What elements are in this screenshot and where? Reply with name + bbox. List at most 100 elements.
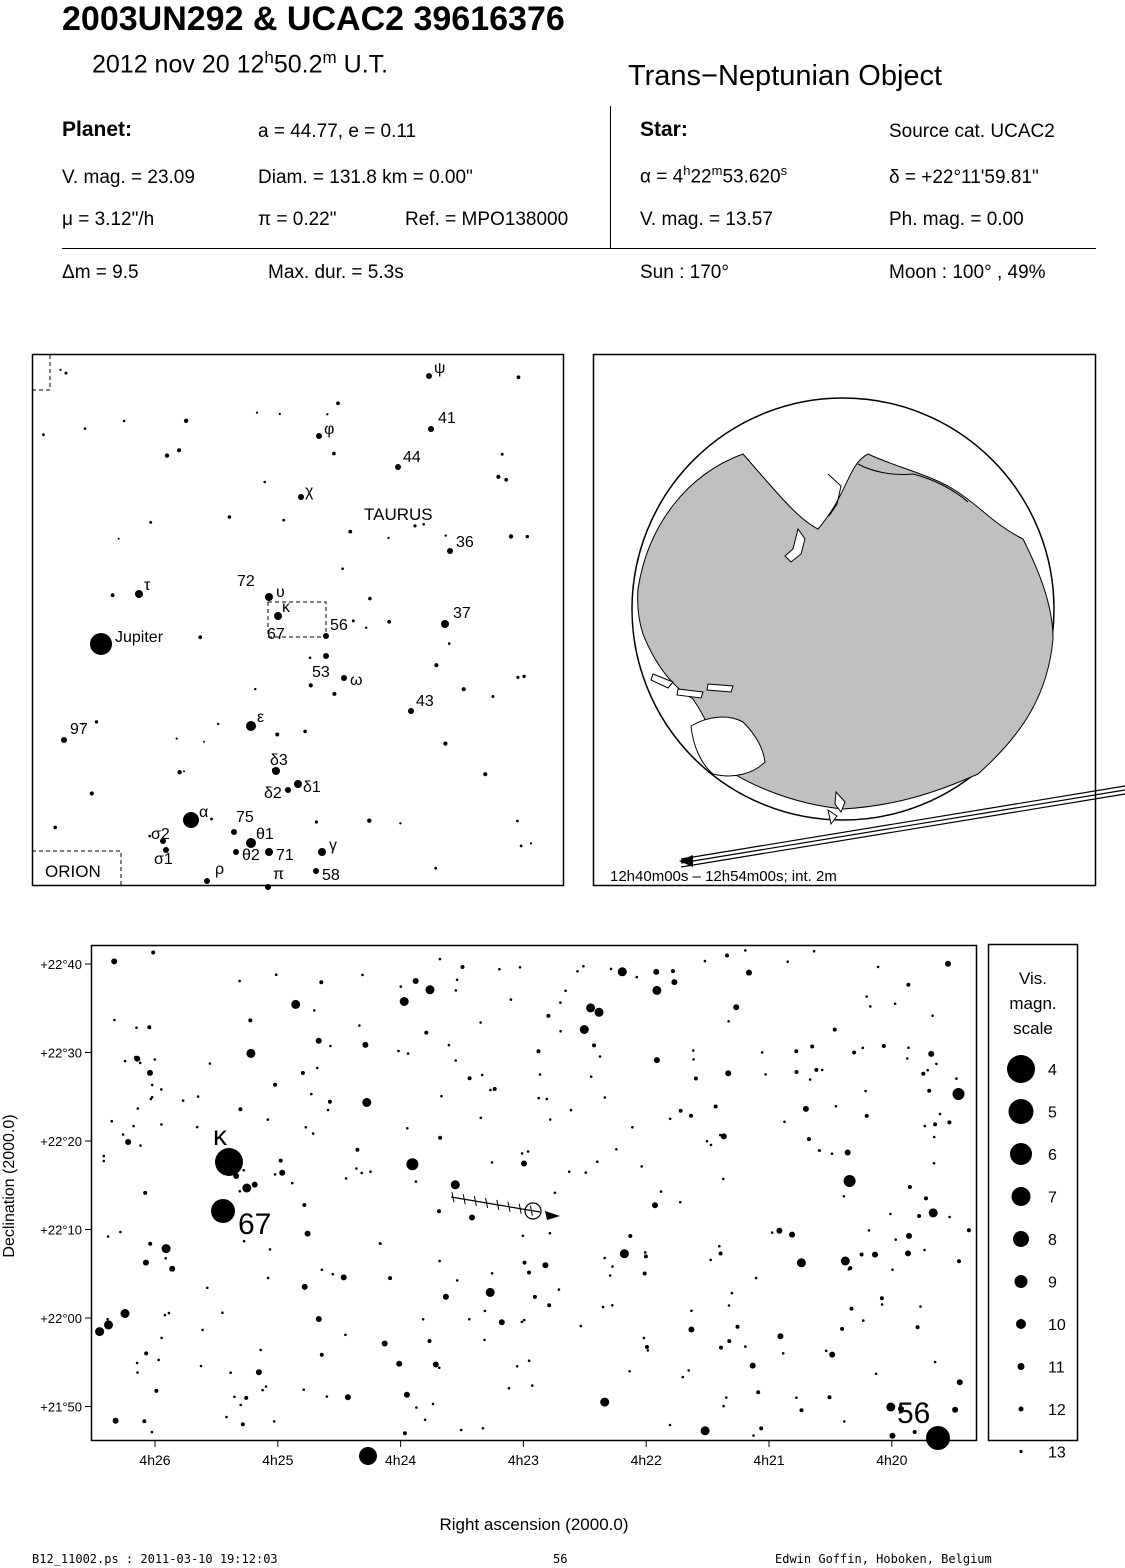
field-star	[388, 1276, 393, 1281]
track-tick	[496, 1199, 500, 1210]
field-star	[864, 1089, 867, 1093]
planet-vmag: V. mag. = 23.09	[62, 167, 195, 188]
indonesia-islands	[650, 673, 734, 699]
field-star	[874, 1372, 878, 1376]
field-star	[615, 1148, 618, 1151]
star-dec: δ = +22°11'59.81"	[889, 167, 1039, 188]
finder-star	[274, 612, 282, 620]
field-star	[546, 1013, 551, 1018]
finder-faint-star	[177, 770, 182, 775]
field-star	[678, 1108, 683, 1113]
field-star	[521, 1234, 525, 1238]
field-star	[536, 1049, 541, 1054]
field-star	[266, 1276, 270, 1280]
star-ra-seconds: 53.620	[722, 166, 781, 188]
field-star	[160, 1336, 163, 1340]
field-star	[671, 969, 675, 974]
finder-faint-star	[198, 635, 203, 640]
field-star	[121, 1133, 125, 1136]
field-star	[727, 1339, 732, 1344]
field-star	[454, 1059, 458, 1062]
field-star	[957, 1259, 961, 1264]
finder-faint-star	[42, 433, 45, 437]
field-star	[316, 1066, 319, 1070]
field-star	[199, 1364, 203, 1368]
field-star	[406, 1127, 409, 1130]
field-star	[147, 1025, 152, 1030]
label-37: 37	[453, 605, 471, 622]
field-star	[157, 1358, 160, 1362]
globe-panel: 12h40m00s – 12h54m00s; int. 2m	[592, 353, 1125, 887]
field-star	[770, 1231, 774, 1234]
field-star	[564, 989, 567, 993]
field-star	[948, 1215, 951, 1219]
field-star	[313, 1009, 316, 1012]
finder-faint-star	[314, 820, 318, 824]
field-star	[110, 1119, 113, 1123]
field-star	[447, 1043, 451, 1047]
field-star	[709, 1143, 713, 1147]
field-star	[135, 1361, 139, 1365]
field-star	[894, 1238, 897, 1241]
field-star	[454, 989, 458, 992]
field-star	[799, 1408, 804, 1413]
field-star	[956, 1379, 963, 1386]
legend-mag-label: 8	[1048, 1232, 1057, 1249]
field-star	[764, 1073, 767, 1076]
label-sigma2: σ2	[151, 826, 170, 843]
field-star	[700, 1426, 710, 1436]
field-star	[160, 1123, 163, 1126]
field-star	[876, 965, 880, 969]
field-star	[611, 1304, 614, 1307]
field-star	[221, 1311, 224, 1314]
field-star	[553, 1191, 557, 1195]
label-kappa: κ	[282, 599, 291, 616]
track-arrow	[545, 1211, 560, 1220]
finder-star	[246, 838, 256, 848]
finder-faint-star	[516, 819, 519, 823]
field-star	[807, 1137, 811, 1142]
field-star	[727, 1304, 731, 1307]
field-star	[150, 1430, 154, 1434]
field-star	[196, 1095, 200, 1098]
field-star	[498, 1319, 505, 1326]
field-star	[808, 1078, 812, 1081]
field-star	[891, 1268, 894, 1271]
field-star	[865, 995, 868, 998]
field-star	[924, 1196, 928, 1201]
field-star	[150, 1095, 154, 1099]
field-star	[727, 1020, 730, 1023]
track-tick	[451, 1192, 455, 1203]
label-chi: χ	[305, 483, 314, 500]
field-star	[208, 1062, 212, 1065]
field-star	[425, 985, 435, 995]
label-pi: π	[273, 866, 284, 883]
track-tick	[507, 1201, 511, 1212]
label-phi: φ	[324, 421, 334, 438]
finder-faint-star	[275, 732, 280, 737]
field-star	[538, 1073, 542, 1076]
field-star	[928, 1050, 935, 1057]
field-star	[153, 1058, 157, 1061]
field-star	[132, 1124, 135, 1128]
field-star	[344, 1177, 348, 1180]
field-star	[955, 1077, 958, 1080]
field-star	[149, 1097, 153, 1101]
field-star	[557, 1288, 561, 1291]
field-star	[827, 1395, 832, 1400]
star-ra-hour-unit: h	[683, 163, 691, 178]
finder-faint-star	[500, 452, 504, 456]
label-delta1: δ1	[303, 779, 321, 796]
label-43: 43	[416, 693, 434, 710]
field-star	[794, 1049, 799, 1054]
field-star	[272, 1420, 276, 1423]
finder-faint-star	[525, 534, 529, 539]
legend-dot	[1011, 1187, 1031, 1206]
field-star	[106, 1317, 109, 1321]
field-star	[125, 1139, 132, 1145]
finder-faint-star	[336, 401, 340, 406]
finder-star	[135, 590, 143, 598]
track-tick	[462, 1194, 466, 1205]
star-ra-second-unit: s	[780, 163, 788, 178]
field-star	[681, 1375, 685, 1379]
